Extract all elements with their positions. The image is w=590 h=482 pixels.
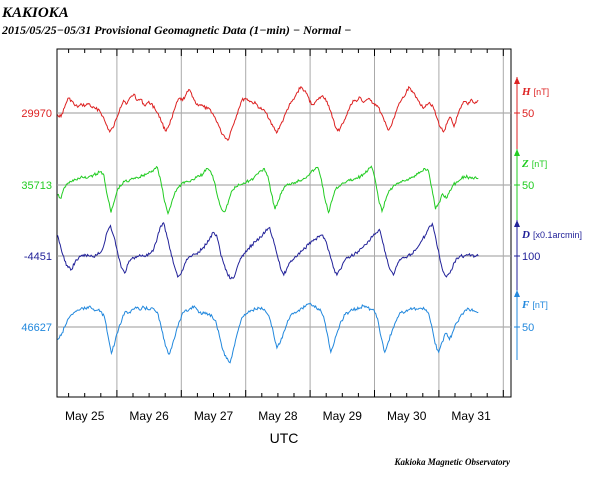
series-layer [57,85,479,364]
series-line-h [57,85,479,142]
grid-layer [57,49,511,397]
scale-value-z: 50 [522,180,534,192]
right-scales: H [nT] 50 Z [nT] 50 D [x0.1arcmin] 100 F [nT] 50 [514,77,582,360]
x-tick-labels: May 25 May 26 May 27 May 28 May 29 May 30 May … [65,409,491,423]
x-tick-label: May 25 [65,409,105,423]
station-title: KAKIOKA [1,5,69,21]
x-axis-label: UTC [270,430,299,446]
scale-arrow-z [514,149,520,156]
series-line-f [57,302,479,364]
series-name-d: D [x0.1arcmin] [521,229,582,241]
baseline-label-h: 29970 [21,108,52,120]
plot-frame [56,48,512,398]
x-tick-label: May 28 [258,409,298,423]
baseline-label-d: -4451 [24,251,52,263]
scale-arrow-f [514,290,520,297]
scale-arrow-h [514,77,520,84]
scale-arrow-d [514,220,520,227]
chart-subtitle: 2015/05/25−05/31 Provisional Geomagnetic… [1,23,351,37]
series-name-f: F [nT] [521,299,548,311]
baseline-label-f: 46627 [21,322,52,334]
scale-value-h: 50 [522,108,534,120]
baseline-label-z: 35713 [21,180,52,192]
left-labels: 29970 35713 -4451 46627 [21,108,52,334]
scale-value-d: 100 [522,251,540,263]
x-tick-label: May 26 [129,409,169,423]
x-tick-label: May 29 [323,409,363,423]
observatory-credit: Kakioka Magnetic Observatory [394,457,511,467]
x-tick-label: May 30 [387,409,427,423]
x-tick-label: May 31 [451,409,491,423]
x-tick-label: May 27 [194,409,234,423]
series-name-z: Z [nT] [521,158,547,170]
series-line-z [57,165,479,216]
series-name-h: H [nT] [521,86,549,98]
series-line-d [57,222,479,280]
scale-value-f: 50 [522,322,534,334]
